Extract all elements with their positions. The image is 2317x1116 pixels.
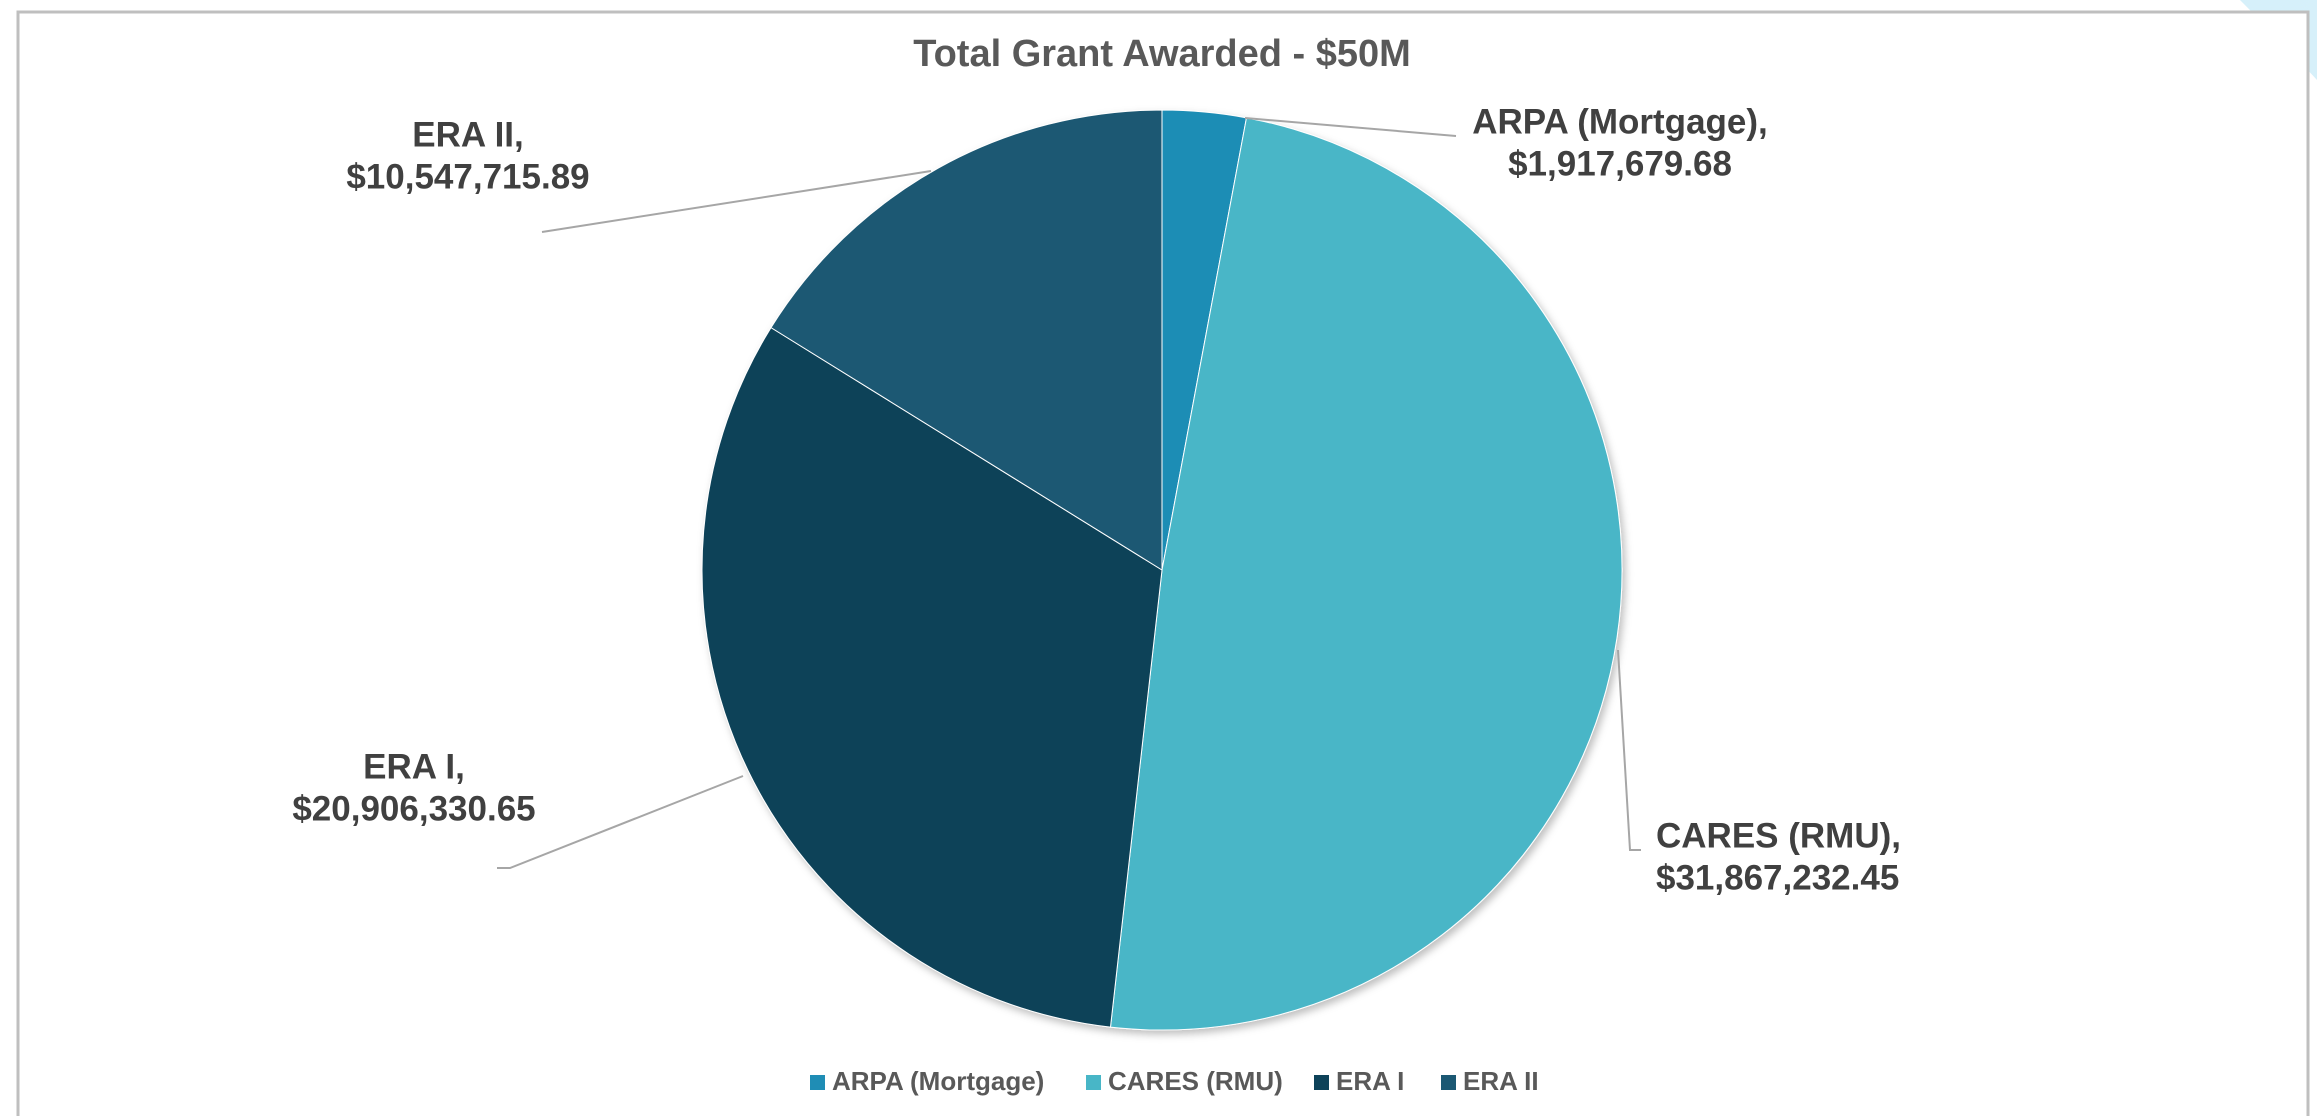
legend-swatch [810,1075,825,1090]
pie [701,109,1623,1031]
chart-title: Total Grant Awarded - $50M [913,33,1411,75]
data-label: $1,917,679.68 [1508,144,1732,183]
legend: ARPA (Mortgage) CARES (RMU) ERA I ERA II [810,1066,1539,1096]
legend-swatch [1314,1075,1329,1090]
leader-line [497,775,744,869]
data-label: ERA I, [363,747,465,786]
legend-swatch [1086,1075,1101,1090]
legend-label: ERA I [1336,1066,1404,1096]
data-label: ARPA (Mortgage), [1472,102,1768,141]
legend-label: CARES (RMU) [1108,1066,1283,1096]
leader-line [1617,649,1641,851]
leader-line [541,170,932,233]
data-label: CARES (RMU), [1656,816,1901,855]
legend-label: ERA II [1463,1066,1539,1096]
pie-slice [701,326,1163,1028]
data-label: $20,906,330.65 [292,789,535,828]
data-label: $31,867,232.45 [1656,858,1899,897]
data-labels: ARPA (Mortgage),$1,917,679.68 CARES (RMU)… [292,102,1901,897]
data-label: ERA II, [412,115,524,154]
legend-swatch [1441,1075,1456,1090]
data-label: $10,547,715.89 [346,157,589,196]
pie-slice [770,109,1163,571]
leader-line [1244,117,1457,137]
pie-slice [1109,117,1623,1031]
legend-label: ARPA (Mortgage) [832,1066,1044,1096]
